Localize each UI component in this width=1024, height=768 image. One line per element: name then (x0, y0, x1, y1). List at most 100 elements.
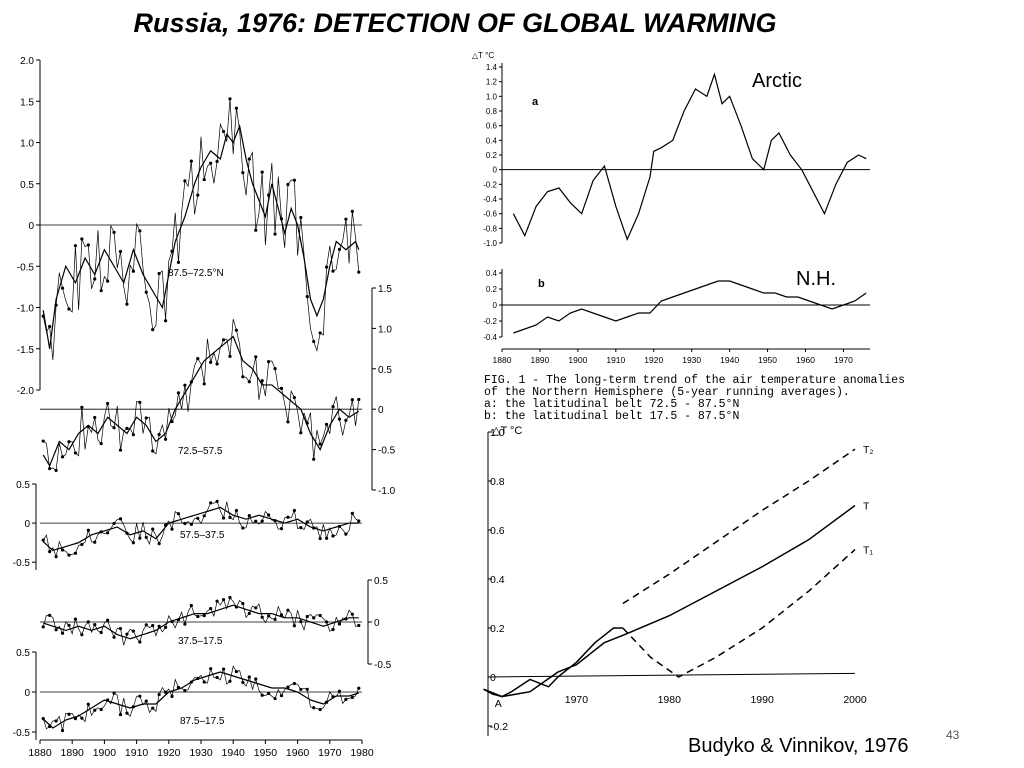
belt-data-point (318, 442, 322, 446)
belt-data-point (209, 667, 213, 671)
belt-data-point (99, 530, 103, 534)
belt-data-point (176, 512, 181, 516)
belt-smoothed-series (42, 123, 360, 349)
belt-data-point (196, 356, 200, 361)
belt-data-point (48, 466, 52, 471)
belt-y-tick-label: 0.5 (16, 480, 30, 491)
forecast-series-label: T (863, 501, 870, 513)
forecast-y-tick-label: 0.2 (490, 623, 505, 635)
belt-data-point (189, 159, 193, 163)
belt-data-point (93, 277, 97, 281)
belt-data-point (221, 129, 226, 134)
nh-x-tick-label: 1920 (644, 355, 663, 365)
belt-data-point (209, 606, 213, 611)
belt-data-point (337, 689, 342, 693)
belt-data-point (112, 691, 116, 695)
arctic-y-tick-label: 0.6 (486, 122, 498, 131)
belt-annual-series (43, 319, 360, 471)
belt-data-point (67, 712, 71, 716)
arctic-y-tick-label: 0.2 (486, 151, 498, 160)
belt-data-point (118, 448, 123, 452)
belt-data-point (144, 535, 148, 539)
forecast-y-tick-label: 0.6 (490, 525, 505, 537)
belt-data-point (151, 328, 155, 332)
belt-label: 72.5–57.5 (178, 446, 223, 457)
forecast-point-label: A (495, 698, 502, 710)
belt-data-point (73, 717, 78, 721)
belt-data-point (67, 307, 71, 311)
belt-data-point (241, 171, 245, 175)
belt-data-point (318, 613, 322, 618)
belt-data-point (54, 719, 58, 723)
belt-data-point (80, 405, 84, 409)
belt-label: 57.5–37.5 (180, 530, 225, 541)
belt-data-point (260, 379, 264, 383)
belt-data-point (299, 431, 303, 435)
belt-data-point (299, 619, 303, 624)
citation: Budyko & Vinnikov, 1976 (688, 735, 909, 757)
forecast-y-tick-label: 0.4 (490, 574, 505, 586)
belt-data-point (221, 667, 226, 671)
nh-x-tick-label: 1910 (606, 355, 625, 365)
belt-data-point (80, 633, 84, 637)
belt-data-point (254, 606, 258, 610)
belt-data-point (60, 728, 65, 733)
arctic-y-tick-label: 0.4 (486, 136, 498, 145)
belt-data-point (247, 380, 251, 384)
belt-data-point (54, 468, 58, 472)
belt-x-tick-label: 1880 (28, 747, 52, 759)
belt-x-tick-label: 1950 (254, 747, 278, 759)
belt-label: 37.5–17.5 (178, 636, 223, 647)
nh-x-tick-label: 1940 (720, 355, 739, 365)
belt-data-point (60, 286, 65, 290)
belt-data-point (131, 433, 135, 437)
belt-data-point (106, 279, 110, 283)
belt-data-point (189, 680, 193, 684)
nh-x-tick-label: 1890 (530, 355, 549, 365)
belt-data-point (260, 615, 264, 619)
belt-data-point (286, 420, 290, 424)
belt-y-tick-label: -1.0 (378, 486, 396, 497)
belt-data-point (267, 359, 271, 364)
belt-data-point (234, 669, 239, 674)
forecast-x-tick-label: 1980 (658, 694, 682, 706)
belt-data-point (292, 624, 296, 628)
belt-data-point (118, 249, 123, 254)
nh-y-tick-label: -0.2 (483, 317, 497, 326)
nh-y-tick-label: 0 (493, 301, 498, 310)
belt-y-tick-label: -0.5 (374, 660, 392, 671)
belt-y-tick-label: 0.5 (16, 648, 30, 659)
nh-x-tick-label: 1930 (682, 355, 701, 365)
belt-data-point (118, 712, 123, 717)
arctic-y-tick-label: 1.0 (486, 92, 498, 101)
belt-data-point (357, 270, 361, 274)
belt-data-point (73, 244, 78, 248)
belt-data-point (202, 514, 206, 518)
belt-data-point (221, 338, 226, 342)
nh-y-tick-label: 0.2 (486, 285, 498, 294)
belt-data-point (125, 632, 129, 636)
belt-data-point (144, 290, 148, 294)
belt-x-tick-label: 1960 (286, 747, 310, 759)
belt-data-point (112, 426, 116, 430)
belt-data-point (73, 551, 78, 555)
belt-data-point (183, 622, 187, 626)
belt-y-tick-label: -0.5 (17, 262, 35, 273)
belt-data-point (80, 237, 84, 241)
belt-data-point (151, 623, 155, 628)
arctic-panel-letter: a (532, 96, 539, 108)
belt-y-tick-label: -2.0 (17, 386, 35, 397)
belt-data-point (170, 694, 174, 699)
belt-data-point (131, 269, 135, 273)
belt-data-point (176, 685, 181, 690)
nh-y-tick-label: -0.4 (483, 333, 497, 342)
belt-data-point (324, 265, 329, 269)
belt-data-point (170, 527, 174, 531)
belt-x-tick-label: 1930 (189, 747, 213, 759)
arctic-series-line (512, 72, 867, 241)
arctic-chart: △T °C 1.4 1.2 1.0 0.8 0.6 0.4 0.2 0 -0.2 -0.4 -0.6 -… (472, 51, 870, 365)
belt-data-point (350, 511, 354, 516)
forecast-x-tick-label: 1970 (565, 694, 589, 706)
forecast-y-tick-label: 1.0 (490, 427, 505, 439)
belt-y-tick-label: 0.5 (374, 576, 388, 587)
